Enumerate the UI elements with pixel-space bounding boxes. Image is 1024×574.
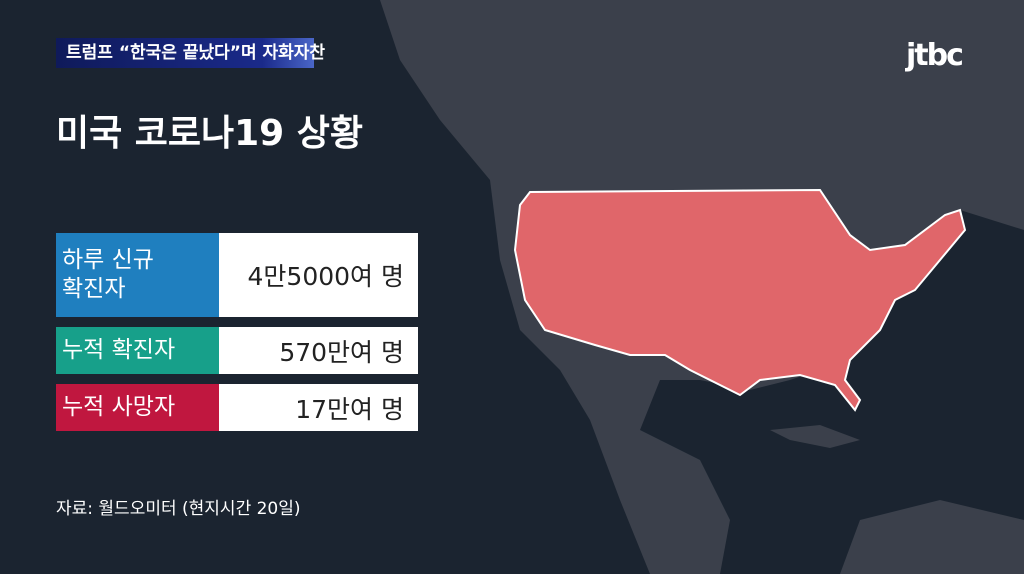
page-title: 미국 코로나19 상황 bbox=[56, 113, 364, 154]
stat-row-total-deaths: 누적 사망자 17만여 명 bbox=[56, 384, 418, 431]
news-ticker: 트럼프 “한국은 끝났다”며 자화자찬 bbox=[56, 38, 325, 68]
stat-label: 누적 사망자 bbox=[56, 384, 219, 431]
stat-row-total-cases: 누적 확진자 570만여 명 bbox=[56, 327, 418, 374]
stat-value: 4만5000여 명 bbox=[219, 233, 418, 317]
stat-value: 17만여 명 bbox=[219, 384, 418, 431]
land-caribbean bbox=[770, 425, 860, 448]
stat-value: 570만여 명 bbox=[219, 327, 418, 374]
land-south-america bbox=[840, 500, 1024, 574]
jtbc-logo: jtbc bbox=[906, 38, 964, 73]
source-caption: 자료: 월드오미터 (현지시간 20일) bbox=[56, 499, 301, 519]
us-highlight bbox=[513, 188, 967, 412]
stat-row-daily-cases: 하루 신규 확진자 4만5000여 명 bbox=[56, 233, 418, 317]
stat-label: 하루 신규 확진자 bbox=[56, 233, 219, 317]
stat-label: 누적 확진자 bbox=[56, 327, 219, 374]
